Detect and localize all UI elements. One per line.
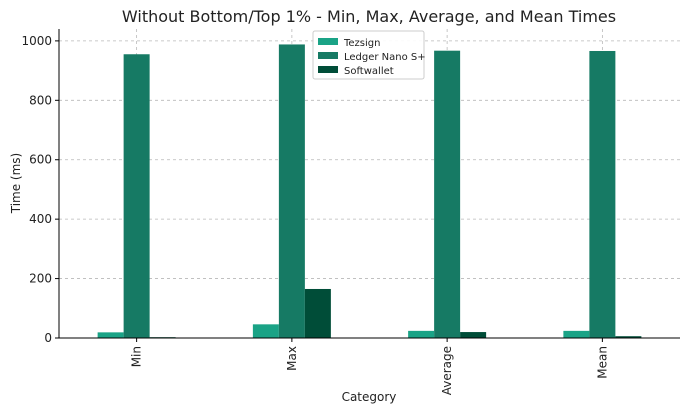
bar-ledger-nano-s--mean (589, 50, 616, 338)
chart-title: Without Bottom/Top 1% - Min, Max, Averag… (122, 7, 616, 26)
legend-label: Tezsign (343, 38, 380, 49)
bar-ledger-nano-s--average (434, 50, 461, 338)
bar-tezsign-average (408, 330, 435, 338)
x-tick-label: Mean (595, 346, 609, 379)
legend-swatch (318, 52, 338, 59)
x-axis-label: Category (342, 390, 397, 404)
y-tick-label: 200 (29, 272, 52, 286)
y-tick-label: 1000 (21, 34, 52, 48)
y-tick-label: 0 (44, 331, 52, 345)
bar-tezsign-max (252, 324, 279, 338)
y-tick-label: 800 (29, 93, 52, 107)
axes (58, 29, 680, 339)
y-tick-label: 400 (29, 212, 52, 226)
y-axis-label: Time (ms) (9, 153, 23, 215)
bar-ledger-nano-s--min (123, 54, 150, 338)
legend: Tezsign Ledger Nano S+ Softwallet (312, 30, 426, 80)
bar-softwallet-average (460, 332, 487, 338)
legend-box (312, 30, 425, 80)
legend-label: Softwallet (344, 66, 394, 77)
bar-ledger-nano-s--max (278, 44, 305, 338)
x-tick-label: Max (285, 346, 299, 371)
bar-softwallet-mean (615, 336, 642, 338)
legend-swatch (318, 38, 338, 45)
bar-tezsign-mean (563, 330, 590, 338)
legend-label: Ledger Nano S+ (344, 52, 426, 63)
x-tick-label: Average (440, 346, 454, 395)
y-ticks: 0 200 400 600 800 1000 (21, 34, 59, 345)
legend-swatch (318, 66, 338, 73)
x-ticks: Min Max Average Mean (130, 338, 609, 395)
bars (97, 44, 642, 338)
x-tick-label: Min (130, 346, 144, 367)
bar-tezsign-min (97, 332, 124, 338)
bar-softwallet-max (304, 288, 331, 338)
y-tick-label: 600 (29, 153, 52, 167)
